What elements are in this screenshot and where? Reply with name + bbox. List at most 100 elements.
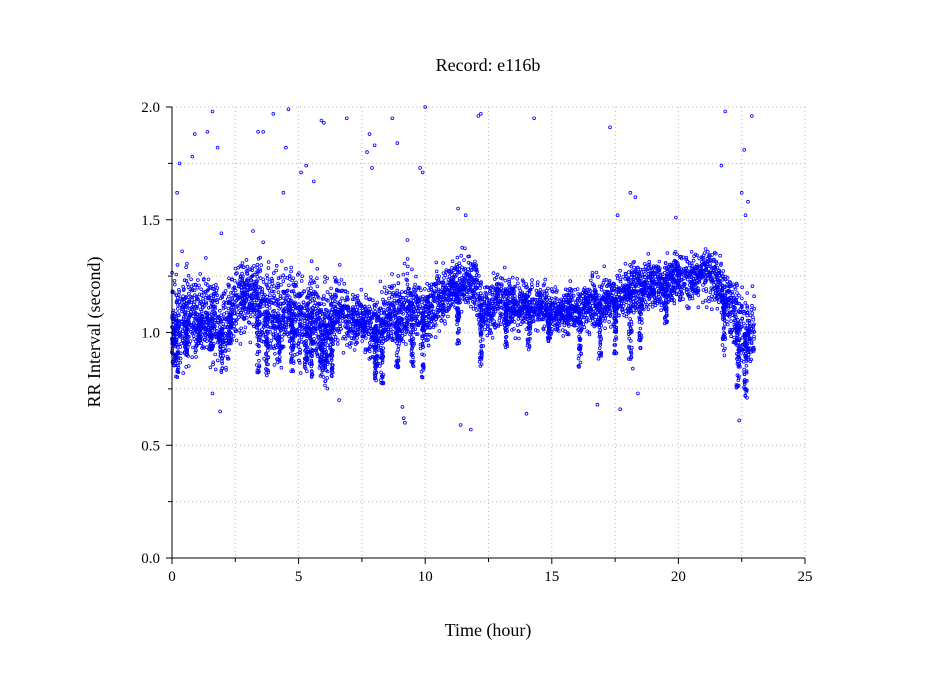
data-point — [740, 285, 744, 290]
data-point — [315, 284, 320, 289]
data-point — [302, 321, 307, 326]
data-point — [255, 265, 260, 270]
data-point — [483, 316, 488, 321]
data-point — [265, 273, 269, 278]
data-point — [515, 323, 520, 328]
data-point — [739, 358, 744, 363]
data-point — [340, 296, 344, 301]
data-point — [339, 278, 344, 282]
data-point — [703, 247, 708, 251]
data-point — [441, 271, 446, 276]
data-point — [365, 348, 369, 352]
data-point — [176, 306, 180, 311]
data-point — [659, 308, 663, 313]
data-point — [568, 279, 573, 283]
data-point — [413, 314, 418, 319]
data-point — [175, 263, 180, 267]
data-point — [387, 290, 392, 295]
data-point — [521, 279, 526, 284]
data-point — [274, 285, 279, 290]
data-point — [284, 297, 288, 302]
data-point — [274, 263, 279, 268]
data-point — [417, 285, 422, 290]
data-point — [743, 301, 748, 305]
data-point — [271, 289, 276, 294]
data-point — [261, 277, 266, 282]
data-point — [736, 318, 740, 322]
data-point — [244, 258, 249, 262]
data-point — [278, 294, 283, 298]
data-point — [684, 290, 689, 294]
data-point — [393, 315, 398, 319]
data-point — [565, 288, 570, 292]
data-point — [337, 263, 342, 267]
data-point — [283, 330, 287, 335]
data-point — [419, 300, 424, 305]
data-point — [553, 327, 558, 332]
data-point — [480, 337, 485, 342]
data-point — [745, 305, 749, 310]
data-point — [719, 261, 723, 266]
data-point — [451, 302, 455, 307]
data-point — [665, 251, 670, 255]
data-point — [575, 287, 580, 291]
data-point — [707, 299, 711, 304]
data-point — [726, 306, 731, 310]
data-point — [543, 277, 547, 282]
data-point — [298, 317, 303, 321]
data-point — [691, 258, 696, 263]
data-point — [555, 327, 559, 332]
data-point — [531, 297, 536, 302]
data-point — [289, 269, 293, 274]
data-point — [492, 277, 497, 281]
data-point — [258, 267, 262, 272]
data-point — [179, 351, 183, 356]
data-point — [278, 296, 283, 301]
data-point — [375, 300, 380, 305]
data-point — [561, 334, 565, 338]
data-point — [266, 260, 271, 264]
data-point — [211, 305, 215, 309]
data-point — [321, 375, 326, 379]
data-point — [271, 271, 276, 275]
data-point — [239, 326, 244, 331]
data-point — [291, 289, 296, 293]
data-point — [518, 322, 523, 327]
data-point — [279, 365, 284, 370]
data-point — [296, 317, 301, 322]
data-point — [443, 273, 448, 278]
data-point — [444, 269, 449, 274]
data-point — [199, 287, 204, 292]
data-point — [478, 286, 482, 290]
data-point — [174, 272, 179, 277]
data-point — [466, 260, 471, 265]
data-point — [703, 298, 708, 303]
data-point — [582, 325, 587, 330]
data-point — [191, 345, 195, 350]
data-point — [323, 280, 327, 284]
data-point — [406, 293, 411, 298]
data-point — [230, 296, 235, 300]
data-point — [706, 296, 711, 300]
data-point — [276, 285, 280, 290]
data-point — [646, 307, 651, 312]
data-point — [748, 313, 753, 318]
data-point — [401, 311, 405, 316]
data-point — [248, 314, 253, 319]
data-point — [399, 295, 404, 300]
data-point — [618, 268, 622, 273]
data-point — [191, 283, 196, 287]
data-point — [329, 286, 333, 291]
data-point — [502, 265, 507, 270]
data-point — [282, 296, 286, 301]
data-point — [224, 365, 228, 370]
data-point — [745, 304, 749, 308]
data-point — [605, 284, 609, 289]
data-point — [353, 342, 358, 346]
data-point — [735, 283, 739, 288]
data-point — [305, 369, 309, 374]
data-point — [462, 258, 466, 262]
data-points — [170, 105, 757, 432]
